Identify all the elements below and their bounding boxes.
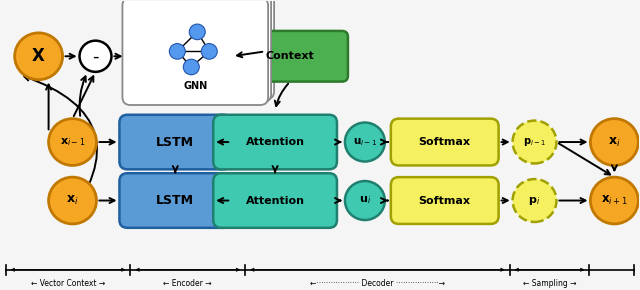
- Circle shape: [183, 59, 199, 75]
- Circle shape: [49, 119, 97, 165]
- Text: Softmax: Softmax: [419, 137, 471, 147]
- Circle shape: [189, 24, 205, 40]
- Text: ← Encoder →: ← Encoder →: [163, 280, 212, 289]
- Text: Context: Context: [266, 51, 314, 61]
- Text: $\mathbf{X}$: $\mathbf{X}$: [31, 47, 46, 65]
- Text: LSTM: LSTM: [156, 135, 195, 148]
- FancyBboxPatch shape: [120, 173, 231, 228]
- Circle shape: [170, 44, 186, 59]
- Text: $\mathbf{x}_{i}$: $\mathbf{x}_{i}$: [608, 135, 621, 148]
- FancyBboxPatch shape: [232, 31, 348, 81]
- Text: $\mathbf{u}_{i}$: $\mathbf{u}_{i}$: [359, 195, 371, 206]
- Text: $\mathbf{x}_{i}$: $\mathbf{x}_{i}$: [67, 194, 79, 207]
- Text: Attention: Attention: [246, 137, 305, 147]
- Text: ←·················· Decoder ··················→: ←·················· Decoder ············…: [310, 280, 445, 289]
- Text: $\mathbf{x}_{i-1}$: $\mathbf{x}_{i-1}$: [60, 136, 85, 148]
- Text: $\mathbf{x}_{i+1}$: $\mathbf{x}_{i+1}$: [601, 194, 628, 207]
- Text: $\mathbf{u}_{i-1}$: $\mathbf{u}_{i-1}$: [353, 136, 377, 148]
- FancyBboxPatch shape: [391, 119, 499, 165]
- Circle shape: [513, 121, 557, 164]
- Text: -: -: [92, 47, 99, 65]
- Text: Attention: Attention: [246, 195, 305, 206]
- Circle shape: [591, 177, 638, 224]
- FancyBboxPatch shape: [129, 0, 274, 99]
- FancyBboxPatch shape: [391, 177, 499, 224]
- Circle shape: [201, 44, 217, 59]
- Circle shape: [49, 177, 97, 224]
- FancyBboxPatch shape: [213, 173, 337, 228]
- Circle shape: [15, 33, 63, 80]
- Circle shape: [345, 123, 385, 162]
- Text: ← Vector Context →: ← Vector Context →: [31, 280, 105, 289]
- Text: $\mathbf{p}_{i}$: $\mathbf{p}_{i}$: [529, 195, 541, 206]
- Circle shape: [513, 179, 557, 222]
- FancyBboxPatch shape: [122, 0, 268, 105]
- Text: $\mathbf{p}_{i-1}$: $\mathbf{p}_{i-1}$: [523, 136, 546, 148]
- Circle shape: [79, 41, 111, 72]
- Text: ← Sampling →: ← Sampling →: [523, 280, 576, 289]
- FancyBboxPatch shape: [120, 115, 231, 169]
- FancyBboxPatch shape: [213, 115, 337, 169]
- Circle shape: [591, 119, 638, 165]
- FancyBboxPatch shape: [125, 0, 271, 102]
- Text: Softmax: Softmax: [419, 195, 471, 206]
- Text: LSTM: LSTM: [156, 194, 195, 207]
- Circle shape: [345, 181, 385, 220]
- Text: GNN: GNN: [183, 81, 207, 91]
